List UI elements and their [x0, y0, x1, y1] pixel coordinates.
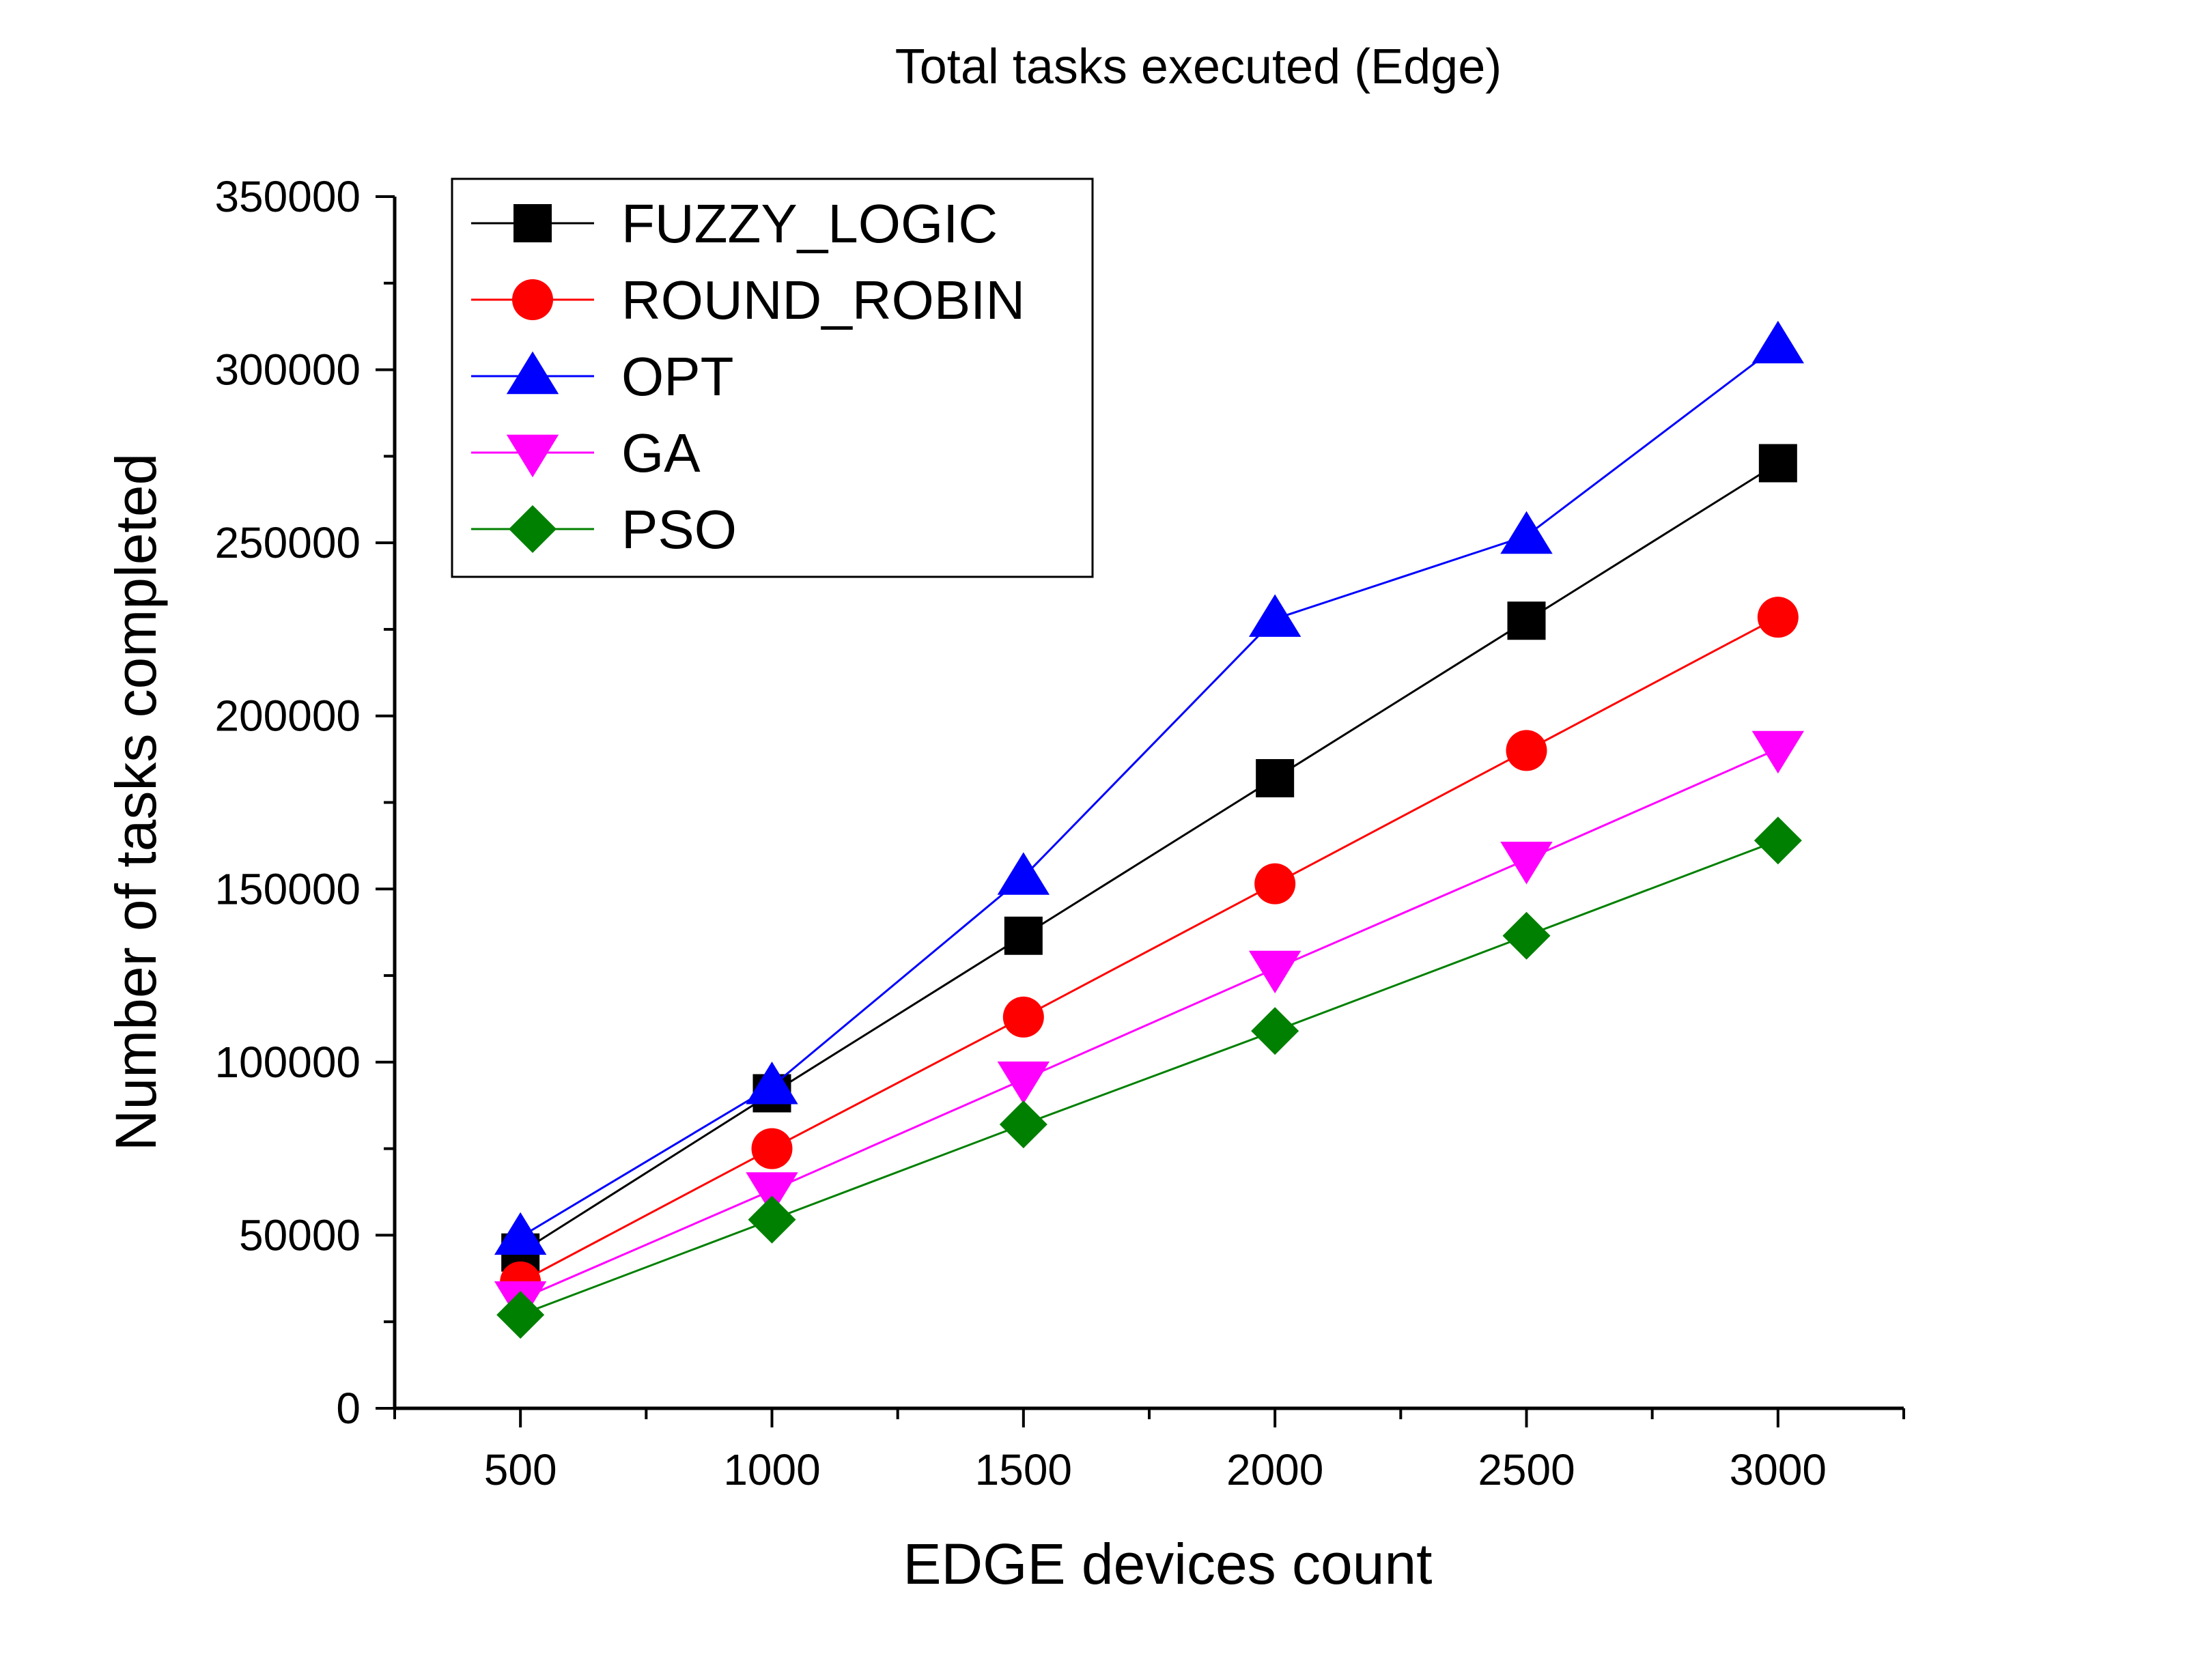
data-point-round-robin: [1002, 996, 1044, 1038]
series-line-fuzzy-logic: [520, 462, 1779, 1254]
series-pso: [496, 816, 1802, 1339]
data-point-ga: [997, 1062, 1050, 1105]
x-tick-label: 500: [484, 1445, 557, 1494]
y-tick-label: 250000: [214, 518, 361, 567]
series-layer: [494, 320, 1805, 1339]
legend-label: OPT: [621, 346, 733, 407]
y-tick-label: 350000: [214, 172, 361, 221]
data-point-ga: [746, 1172, 798, 1215]
legend-marker: [512, 279, 553, 320]
legend-marker: [506, 434, 559, 478]
data-point-opt: [997, 852, 1050, 895]
x-axis-label: EDGE devices count: [903, 1532, 1432, 1596]
legend-items: FUZZY_LOGIC ROUND_ROBIN OPT GA PSO: [471, 193, 1025, 560]
legend-label: GA: [621, 423, 701, 483]
data-point-opt: [1500, 511, 1553, 554]
data-point-fuzzy-logic: [1507, 601, 1546, 640]
data-point-opt: [1751, 320, 1805, 364]
data-point-opt: [494, 1212, 547, 1255]
legend-item-fuzzy-logic: FUZZY_LOGIC: [471, 193, 998, 254]
x-tick-label: 1500: [975, 1445, 1072, 1494]
y-tick-label: 50000: [239, 1210, 361, 1259]
data-point-pso: [999, 1100, 1047, 1149]
legend-box: [451, 177, 1094, 578]
legend-label: PSO: [621, 499, 737, 560]
y-tick-label: 200000: [214, 692, 361, 741]
legend-item-pso: PSO: [471, 499, 737, 560]
data-point-pso: [1502, 911, 1551, 960]
series-line-ga: [520, 748, 1779, 1300]
y-ticks: 0 50000 100000 150000 200000 250000 300000 3500…: [214, 172, 395, 1433]
series-line-round-robin: [520, 616, 1779, 1283]
x-tick-label: 1000: [723, 1445, 820, 1494]
data-point-pso: [1251, 1007, 1299, 1055]
series-opt: [494, 320, 1805, 1255]
y-tick-label: 0: [336, 1384, 361, 1433]
y-tick-label: 100000: [214, 1038, 361, 1087]
axes: 500 1000 1500 2000 2500 3000 0 50000 100000 1500…: [214, 172, 1905, 1494]
data-point-round-robin: [751, 1128, 793, 1169]
data-point-opt: [746, 1062, 798, 1105]
data-point-pso: [1754, 816, 1802, 865]
data-point-ga: [1248, 950, 1301, 994]
x-tick-label: 3000: [1730, 1445, 1827, 1494]
data-point-fuzzy-logic: [1256, 759, 1295, 797]
series-round-robin: [500, 597, 1799, 1302]
legend-item-opt: OPT: [471, 346, 733, 407]
x-tick-label: 2000: [1226, 1445, 1323, 1494]
x-tick-label: 2500: [1478, 1445, 1575, 1494]
data-point-fuzzy-logic: [1758, 444, 1797, 483]
legend-marker: [506, 351, 559, 395]
data-point-opt: [1248, 594, 1301, 637]
data-point-pso: [496, 1291, 545, 1339]
legend-marker: [513, 204, 552, 242]
legend-label: ROUND_ROBIN: [621, 270, 1025, 330]
series-ga: [494, 730, 1805, 1324]
data-point-round-robin: [1506, 730, 1547, 771]
legend: FUZZY_LOGIC ROUND_ROBIN OPT GA PSO: [451, 177, 1094, 578]
y-axis-label: Number of tasks completed: [104, 453, 168, 1151]
series-line-pso: [520, 839, 1779, 1316]
data-point-round-robin: [1254, 863, 1296, 905]
y-tick-label: 300000: [214, 345, 361, 395]
data-point-fuzzy-logic: [1004, 916, 1043, 955]
x-ticks: 500 1000 1500 2000 2500 3000: [393, 1408, 1905, 1494]
series-line-opt: [520, 344, 1779, 1238]
legend-marker: [509, 505, 557, 553]
legend-label: FUZZY_LOGIC: [621, 193, 998, 254]
y-tick-label: 150000: [214, 864, 361, 913]
data-point-ga: [1751, 730, 1805, 774]
data-point-round-robin: [1757, 597, 1799, 638]
data-point-ga: [1500, 841, 1553, 885]
legend-item-round-robin: ROUND_ROBIN: [471, 270, 1025, 330]
legend-item-ga: GA: [471, 423, 701, 483]
data-point-pso: [748, 1195, 796, 1244]
chart-title: Total tasks executed (Edge): [895, 40, 1502, 94]
